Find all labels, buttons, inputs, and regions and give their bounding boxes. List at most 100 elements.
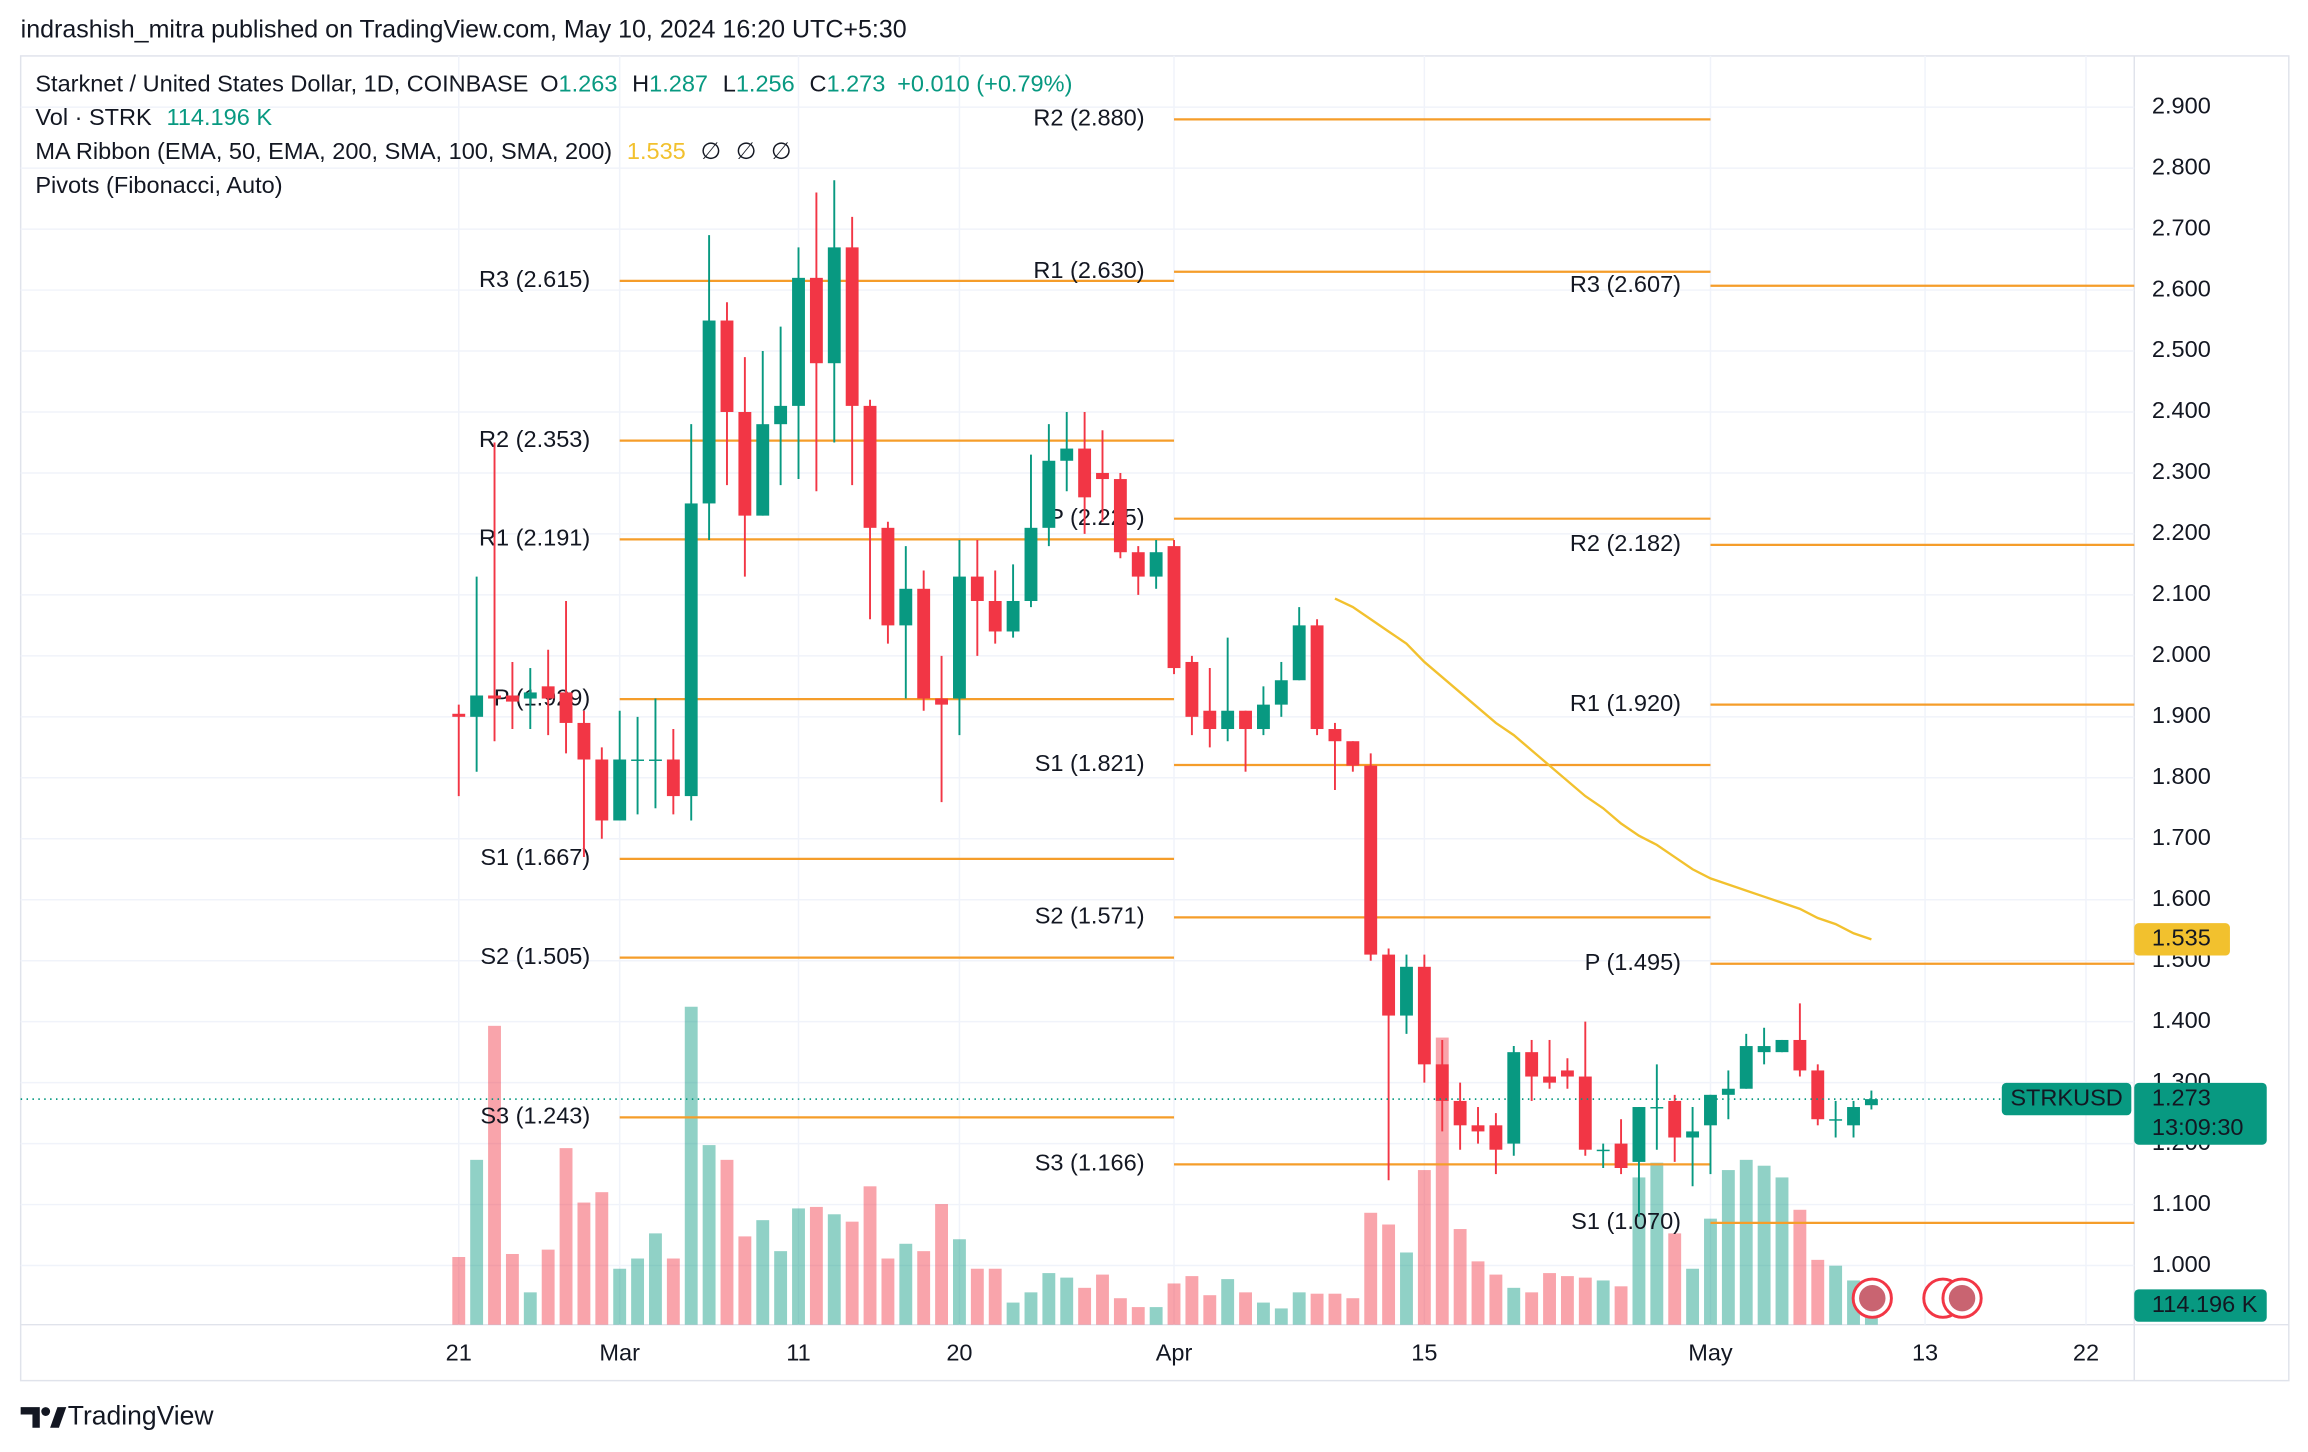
pivot-label: S1 (1.667) [480, 844, 590, 870]
candle-body [845, 247, 859, 406]
volume-bar [970, 1268, 984, 1325]
volume-bar [1400, 1252, 1413, 1325]
y-tick-label: 1.600 [2152, 885, 2211, 911]
candle-body [1668, 1100, 1682, 1138]
candle-body [899, 588, 913, 626]
event-flags[interactable] [1851, 1277, 1983, 1319]
ma-na: ∅ [771, 138, 792, 164]
ma-title: MA Ribbon (EMA, 50, EMA, 200, SMA, 100, … [35, 138, 612, 164]
candle-body [1686, 1131, 1700, 1138]
candle-body [774, 405, 788, 425]
volume-bar [1578, 1277, 1592, 1325]
candle-layer [452, 180, 1878, 1217]
ma-line [1334, 597, 1872, 941]
candle-body [1042, 460, 1056, 528]
candle-body [1507, 1052, 1521, 1144]
candle-body [1256, 704, 1270, 730]
volume-bar [1471, 1261, 1485, 1325]
ohlc-letter: O [540, 71, 558, 97]
y-tick-label: 2.000 [2152, 641, 2211, 667]
ohlc-value: 1.273 [826, 71, 885, 97]
volume-bar [1739, 1159, 1753, 1325]
pivot-label: R3 (2.607) [1570, 271, 1681, 297]
volume-bar [792, 1208, 805, 1325]
volume-bar [1811, 1259, 1825, 1325]
ohlc-letter: H [632, 71, 649, 97]
volume-bar [1060, 1277, 1074, 1325]
volume-title: Vol · STRK [35, 104, 152, 130]
change: +0.010 (+0.79%) [897, 71, 1072, 97]
candle-body [1793, 1039, 1807, 1071]
candle-body [1757, 1046, 1771, 1053]
candle-body [792, 277, 805, 406]
y-tick-label: 1.100 [2152, 1190, 2211, 1216]
volume-badge [2134, 1289, 2267, 1322]
volume-bar [1650, 1162, 1664, 1325]
candle-body [1328, 729, 1342, 742]
candle-body [720, 320, 734, 412]
volume-bar [1113, 1298, 1127, 1325]
volume-bar [1543, 1273, 1556, 1325]
candle-body [738, 411, 752, 516]
candle-body [809, 277, 823, 364]
x-tick-label: 11 [786, 1339, 810, 1365]
volume-bar [452, 1257, 466, 1325]
candle-body [935, 698, 948, 705]
candle-body [1346, 741, 1360, 766]
legend-main: Starknet / United States Dollar, 1D, COI… [35, 71, 1072, 97]
volume-bar [1489, 1274, 1503, 1325]
candle-body [1221, 710, 1235, 730]
volume-bar [720, 1159, 734, 1325]
y-tick-label: 2.900 [2152, 92, 2211, 118]
candle-body [1274, 680, 1288, 705]
volume-bar [1239, 1292, 1252, 1325]
x-tick-label: May [1688, 1339, 1733, 1365]
candle-body [1096, 472, 1109, 480]
volume-bar [809, 1206, 823, 1325]
candle-body [1525, 1052, 1539, 1077]
pivot-label: R1 (2.191) [479, 525, 590, 551]
ohlc-value: 1.256 [736, 71, 795, 97]
volume-bar [1793, 1209, 1807, 1325]
volume-bar [1668, 1233, 1682, 1325]
candle-body [702, 320, 716, 504]
volume-bar [559, 1148, 573, 1325]
candle-body [1596, 1149, 1610, 1152]
candle-body [523, 692, 537, 699]
volume-bar [1435, 1037, 1449, 1325]
volume-bar [595, 1192, 609, 1325]
logo-part [41, 1407, 51, 1416]
event-flag-icon [1859, 1284, 1886, 1312]
volume-badge-label: 114.196 K [2152, 1291, 2258, 1317]
candle-body [595, 759, 609, 821]
candle-body [505, 695, 519, 702]
volume-bar [756, 1220, 770, 1325]
candle-body [1847, 1107, 1860, 1126]
volume-bar [1829, 1265, 1843, 1325]
pivot-label: P (1.495) [1585, 949, 1681, 975]
y-tick-label: 1.900 [2152, 702, 2211, 728]
candle-body [1006, 600, 1020, 632]
volume-bar [1632, 1177, 1646, 1325]
volume-bar [1704, 1218, 1717, 1325]
y-tick-label: 1.400 [2152, 1007, 2211, 1033]
axes-layer: 2.900 2.800 2.700 2.600 2.500 2.400 2.300 2.200… [446, 92, 2211, 1365]
volume-bar [1507, 1287, 1521, 1325]
volume-bar [488, 1025, 501, 1325]
candle-body [666, 759, 680, 797]
countdown: 13:09:30 [2152, 1114, 2244, 1140]
volume-bar [1310, 1293, 1324, 1325]
candle-body [613, 759, 627, 821]
candle-body [988, 600, 1002, 632]
volume-bar [827, 1214, 841, 1325]
candle-body [1650, 1107, 1664, 1109]
pivot-label: R1 (2.630) [1033, 257, 1144, 283]
volume-bar [666, 1258, 680, 1325]
x-tick-label: 20 [946, 1339, 972, 1365]
candle-body [917, 588, 931, 699]
volume-bar [684, 1006, 698, 1325]
x-tick-label: 15 [1411, 1339, 1437, 1365]
volume-bar [577, 1202, 591, 1325]
candle-body [970, 576, 984, 601]
candle-body [559, 692, 573, 723]
